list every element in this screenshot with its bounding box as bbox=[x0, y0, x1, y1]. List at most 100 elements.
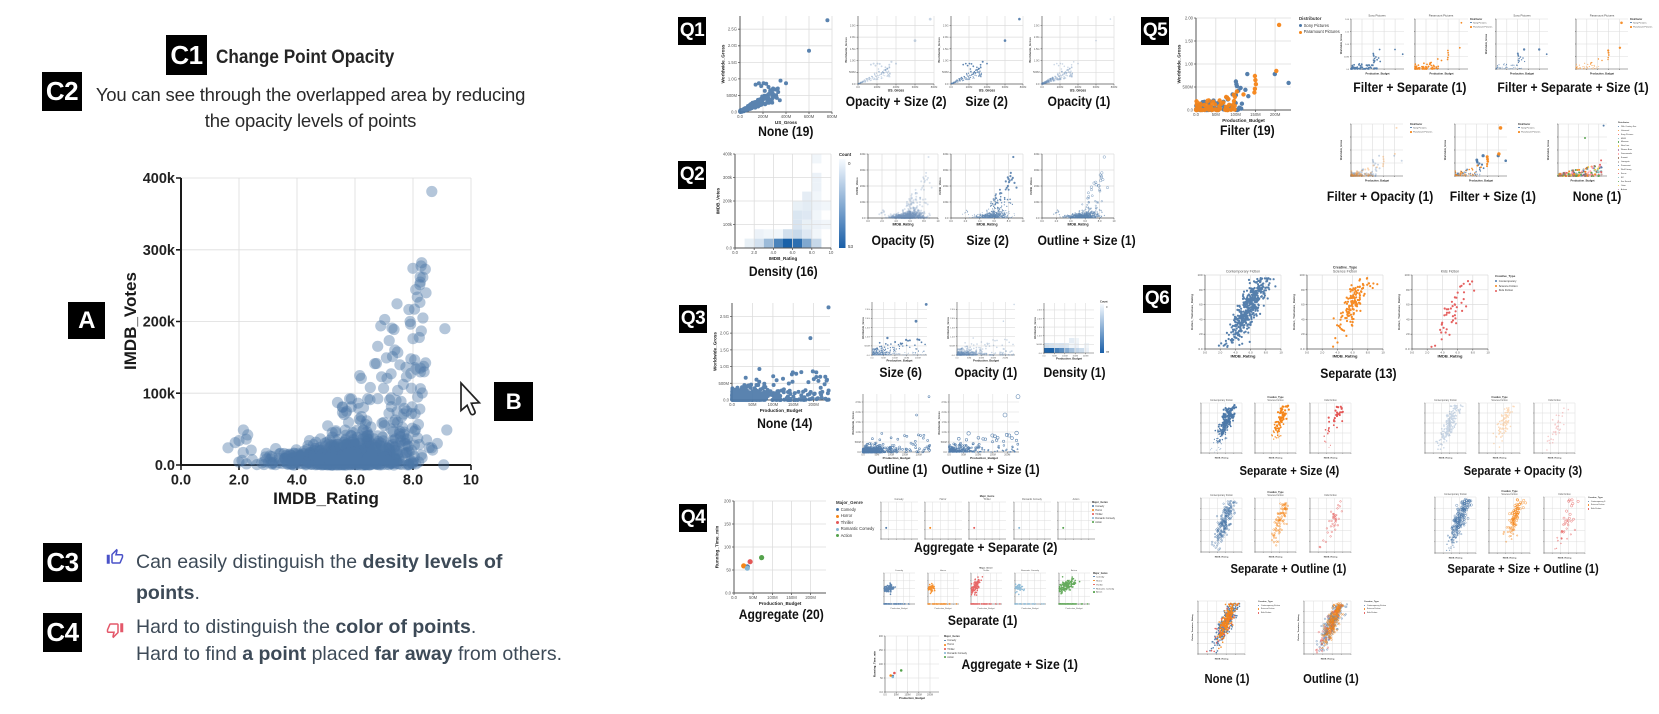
svg-text:2.0: 2.0 bbox=[229, 473, 249, 489]
svg-text:IMDB_Rating: IMDB_Rating bbox=[1449, 557, 1463, 560]
svg-text:0.0: 0.0 bbox=[861, 454, 865, 457]
svg-text:IMDB_Rating: IMDB_Rating bbox=[1215, 658, 1229, 661]
svg-text:0.0: 0.0 bbox=[949, 219, 953, 223]
svg-text:50M: 50M bbox=[875, 454, 880, 457]
svg-text:Creative_Type: Creative_Type bbox=[1333, 266, 1357, 270]
svg-text:1.5G: 1.5G bbox=[728, 60, 737, 65]
svg-text:Worldwide_Gross: Worldwide_Gross bbox=[937, 411, 941, 435]
svg-text:Count: Count bbox=[839, 152, 852, 157]
svg-text:0.0: 0.0 bbox=[1040, 219, 1044, 223]
svg-text:0.0: 0.0 bbox=[1198, 347, 1203, 351]
svg-text:78: 78 bbox=[1106, 350, 1109, 354]
svg-text:2.0G: 2.0G bbox=[950, 318, 955, 320]
svg-text:6.0: 6.0 bbox=[1351, 351, 1356, 355]
svg-text:2.0: 2.0 bbox=[751, 250, 757, 255]
svg-text:150M: 150M bbox=[904, 357, 910, 359]
svg-text:2.00: 2.00 bbox=[1185, 16, 1194, 21]
svg-text:Production_Budget: Production_Budget bbox=[899, 696, 925, 700]
svg-text:0.0: 0.0 bbox=[1203, 351, 1208, 355]
svg-text:50M: 50M bbox=[881, 357, 885, 359]
svg-text:400M: 400M bbox=[1075, 85, 1082, 89]
svg-text:600M: 600M bbox=[804, 114, 815, 119]
svg-text:0.0: 0.0 bbox=[723, 398, 729, 403]
svg-text:2.0G: 2.0G bbox=[943, 35, 949, 39]
svg-text:Science Fiction: Science Fiction bbox=[1268, 494, 1285, 497]
svg-text:2.5G: 2.5G bbox=[850, 23, 856, 27]
svg-text:4.0: 4.0 bbox=[978, 219, 982, 223]
svg-text:600M: 600M bbox=[1093, 85, 1100, 89]
svg-text:Contemporary Fiction: Contemporary Fiction bbox=[1226, 270, 1260, 274]
svg-text:Production_Budget: Production_Budget bbox=[1510, 72, 1534, 76]
svg-text:10: 10 bbox=[829, 250, 834, 255]
svg-text:0: 0 bbox=[848, 161, 851, 166]
svg-text:Kids Fiction: Kids Fiction bbox=[1324, 399, 1337, 402]
svg-text:Science Fiction: Science Fiction bbox=[1502, 493, 1519, 496]
svg-text:IMDB_Rating: IMDB_Rating bbox=[892, 223, 913, 227]
svg-text:Sony Pictures: Sony Pictures bbox=[1368, 14, 1386, 18]
svg-text:Science Fiction: Science Fiction bbox=[1268, 399, 1285, 402]
svg-text:1.5G: 1.5G bbox=[720, 347, 729, 352]
svg-text:Production_Budget: Production_Budget bbox=[973, 358, 999, 362]
svg-text:0: 0 bbox=[1106, 305, 1108, 309]
svg-text:Worldwide_Gross: Worldwide_Gross bbox=[1176, 44, 1181, 83]
svg-text:150M: 150M bbox=[916, 694, 922, 697]
svg-text:0.0: 0.0 bbox=[725, 591, 731, 596]
svg-text:IMDB_Rating: IMDB_Rating bbox=[1438, 354, 1463, 359]
svg-text:8.0: 8.0 bbox=[1264, 351, 1269, 355]
svg-text:Rotten_Tomatoes_Rating: Rotten_Tomatoes_Rating bbox=[1297, 614, 1300, 641]
svg-text:1.0G: 1.0G bbox=[942, 431, 947, 434]
svg-text:IMDB_Votes: IMDB_Votes bbox=[1029, 177, 1033, 195]
svg-text:2.0G: 2.0G bbox=[850, 35, 856, 39]
svg-text:8.0: 8.0 bbox=[1007, 219, 1011, 223]
svg-text:800M: 800M bbox=[1111, 85, 1118, 89]
svg-text:400k: 400k bbox=[723, 152, 733, 157]
svg-text:500M: 500M bbox=[1036, 344, 1042, 346]
svg-text:1.0G: 1.0G bbox=[1034, 59, 1040, 63]
svg-text:2.5G: 2.5G bbox=[856, 401, 861, 404]
svg-text:200k: 200k bbox=[143, 315, 176, 331]
svg-text:Kids Fiction: Kids Fiction bbox=[1441, 270, 1460, 274]
svg-text:0.0: 0.0 bbox=[856, 85, 860, 89]
svg-text:2.5G: 2.5G bbox=[1034, 23, 1040, 27]
svg-text:IMDB_Rating: IMDB_Rating bbox=[1215, 457, 1229, 460]
svg-text:200k: 200k bbox=[860, 184, 866, 188]
svg-text:6.0: 6.0 bbox=[1456, 351, 1461, 355]
svg-text:1.50: 1.50 bbox=[1345, 31, 1350, 33]
svg-text:0.0: 0.0 bbox=[732, 250, 738, 255]
svg-text:0.0: 0.0 bbox=[852, 82, 856, 86]
svg-text:Contemporary Fiction: Contemporary Fiction bbox=[1210, 399, 1234, 402]
svg-text:400k: 400k bbox=[943, 152, 949, 156]
svg-text:800M: 800M bbox=[1020, 85, 1027, 89]
svg-text:Comedy: Comedy bbox=[895, 570, 904, 572]
svg-text:8.0: 8.0 bbox=[1471, 351, 1476, 355]
svg-text:2.0G: 2.0G bbox=[1034, 35, 1040, 39]
svg-text:10: 10 bbox=[937, 219, 940, 223]
svg-text:150: 150 bbox=[879, 649, 884, 652]
svg-text:Rotten_Tomatoes_Rating: Rotten_Tomatoes_Rating bbox=[1190, 294, 1194, 330]
svg-text:300k: 300k bbox=[943, 168, 949, 172]
svg-text:200M: 200M bbox=[915, 357, 921, 359]
svg-text:100k: 100k bbox=[143, 386, 176, 402]
svg-text:50M: 50M bbox=[749, 595, 758, 600]
svg-text:500M: 500M bbox=[719, 381, 730, 386]
svg-text:2.0G: 2.0G bbox=[865, 318, 870, 320]
svg-text:53: 53 bbox=[848, 244, 854, 249]
svg-text:Thriller: Thriller bbox=[983, 569, 990, 572]
svg-text:Running_Time_min: Running_Time_min bbox=[714, 526, 719, 569]
svg-text:0.0: 0.0 bbox=[1187, 108, 1193, 113]
svg-text:Worldwide_Gross: Worldwide_Gross bbox=[1033, 316, 1037, 339]
svg-text:IMDB_Rating: IMDB_Rating bbox=[1333, 354, 1358, 359]
svg-text:IMDB_Rating: IMDB_Rating bbox=[1321, 658, 1335, 661]
svg-text:US_Gross: US_Gross bbox=[979, 89, 996, 93]
svg-text:Production_Budget: Production_Budget bbox=[1022, 607, 1039, 610]
svg-text:2.0: 2.0 bbox=[1218, 351, 1223, 355]
svg-text:Count: Count bbox=[1100, 300, 1108, 304]
svg-text:100k: 100k bbox=[723, 222, 733, 227]
svg-text:100k: 100k bbox=[1034, 200, 1040, 204]
svg-text:0.0: 0.0 bbox=[729, 402, 735, 407]
svg-text:150M: 150M bbox=[1072, 355, 1078, 357]
svg-text:100M: 100M bbox=[978, 357, 984, 359]
svg-text:4.0: 4.0 bbox=[1335, 351, 1340, 355]
svg-text:200M: 200M bbox=[874, 85, 881, 89]
svg-text:1.0G: 1.0G bbox=[856, 431, 861, 434]
